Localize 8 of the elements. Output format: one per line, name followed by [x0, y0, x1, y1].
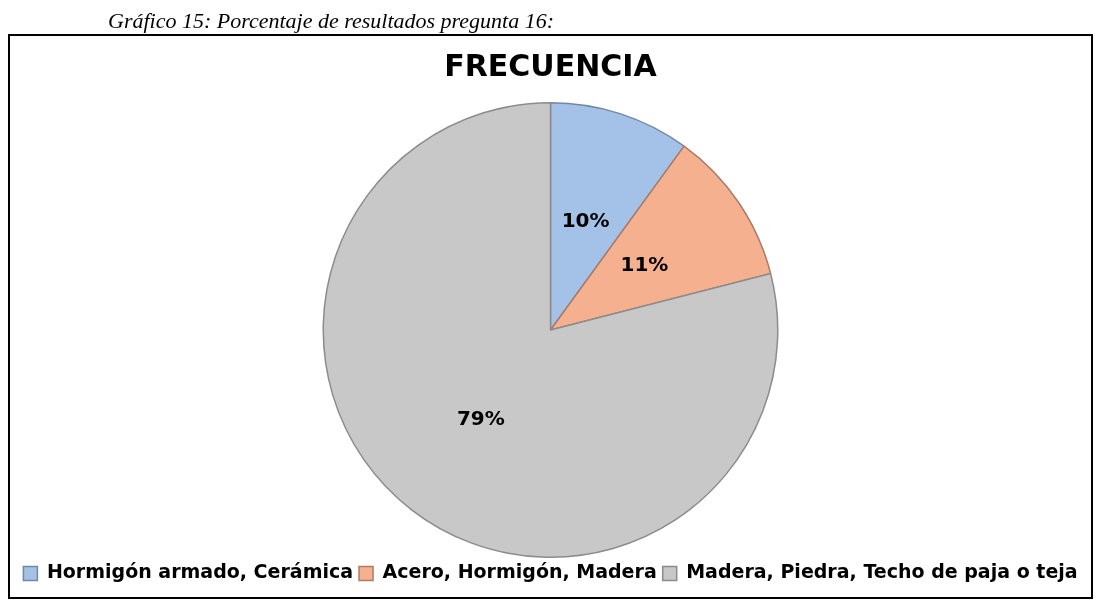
legend-label: Acero, Hormigón, Madera [382, 560, 657, 583]
data-label: 79% [456, 405, 505, 430]
text: Gráfico 15: Porcentaje de resultados pregunta 16: [107, 8, 556, 34]
legend-label: Madera, Piedra, Techo de paja o teja [686, 560, 1078, 583]
data-label: 10% [561, 208, 610, 233]
chart-title: FRECUENCIA [444, 47, 658, 83]
data-label: 11% [620, 252, 669, 277]
legend-label: Hormigón armado, Cerámica [46, 560, 354, 583]
